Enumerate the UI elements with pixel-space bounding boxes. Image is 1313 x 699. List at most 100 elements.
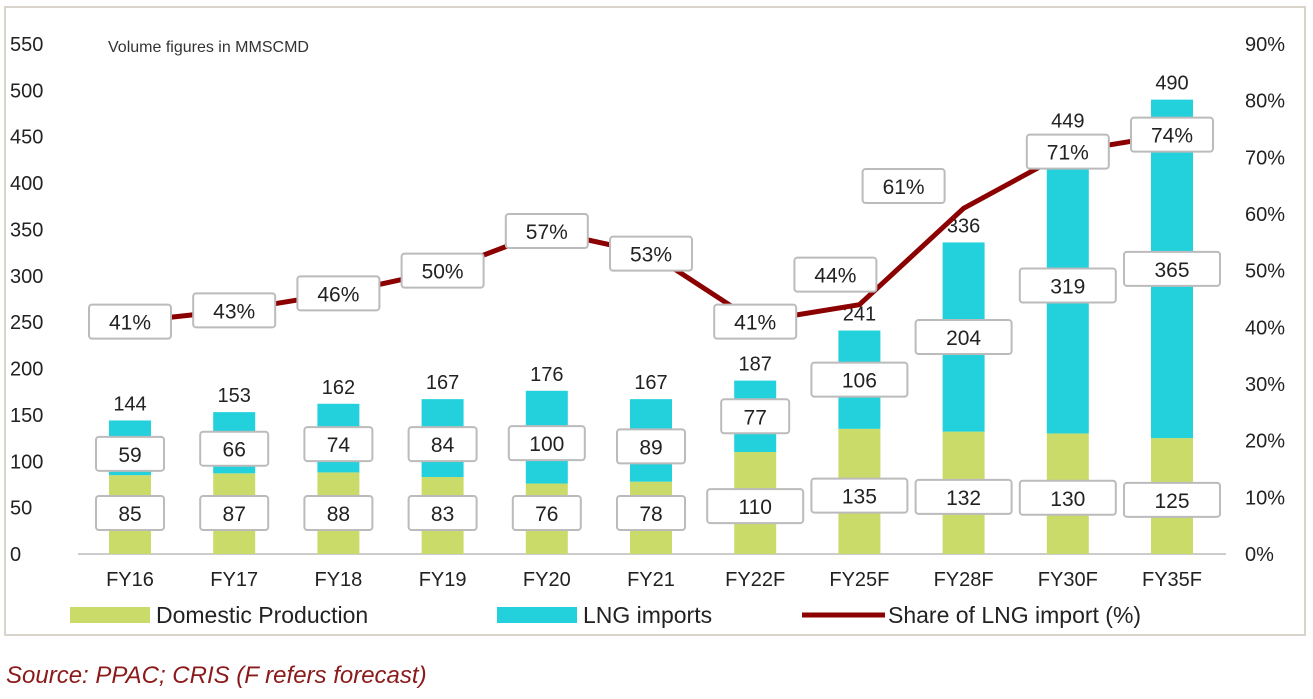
label-domestic-box	[511, 495, 582, 531]
label-share: 46%	[317, 283, 359, 306]
label-share: 53%	[630, 244, 672, 267]
y2-tick-label: 80%	[1245, 91, 1285, 113]
label-lng: 66	[223, 439, 246, 462]
label-lng-box	[407, 426, 478, 463]
label-domestic-box	[706, 488, 805, 525]
source-note: Source: PPAC; CRIS (F refers forecast)	[6, 662, 427, 689]
label-domestic: 87	[223, 503, 246, 526]
label-lng-box	[507, 425, 586, 462]
y2-tick-label: 10%	[1245, 487, 1285, 509]
y2-tick-label: 50%	[1245, 261, 1285, 283]
label-share: 41%	[734, 312, 776, 335]
total-label: 144	[113, 393, 146, 415]
label-lng-box	[199, 430, 270, 467]
label-domestic: 88	[327, 503, 350, 526]
y-tick-label: 250	[10, 312, 43, 334]
label-domestic-box	[810, 477, 909, 514]
label-lng: 100	[529, 433, 564, 456]
x-tick-label: FY21	[627, 569, 675, 591]
line-share-lng	[129, 132, 1173, 325]
label-domestic: 130	[1050, 488, 1085, 511]
y2-tick-label: 30%	[1245, 374, 1285, 396]
y-tick-label: 450	[10, 127, 43, 149]
label-lng-box	[1018, 267, 1117, 304]
x-tick-label: FY18	[314, 569, 362, 591]
label-domestic: 125	[1154, 490, 1189, 513]
x-tick-label: FY28F	[934, 569, 994, 591]
label-lng-box	[1123, 250, 1221, 287]
total-label: 336	[947, 215, 980, 237]
y-tick-label: 400	[10, 173, 43, 195]
label-share-box	[1130, 116, 1214, 153]
label-share-box	[793, 256, 878, 293]
y-tick-label: 300	[10, 266, 43, 288]
label-share-box	[296, 275, 381, 312]
legend-label: Share of LNG import (%)	[888, 602, 1141, 628]
label-domestic: 78	[639, 503, 662, 526]
label-domestic-box	[616, 495, 686, 531]
label-share: 61%	[883, 176, 925, 199]
y-tick-label: 0	[10, 544, 21, 566]
label-lng: 84	[431, 434, 455, 457]
label-share: 71%	[1047, 142, 1089, 165]
label-lng-box	[720, 398, 791, 435]
y2-tick-label: 40%	[1245, 317, 1285, 339]
y2-tick-label: 90%	[1245, 34, 1285, 56]
chart-frame	[4, 6, 1306, 636]
y-tick-label: 200	[10, 359, 43, 381]
y2-tick-label: 60%	[1245, 204, 1285, 226]
total-label: 449	[1051, 111, 1084, 133]
label-share: 44%	[814, 265, 856, 288]
label-share-box	[88, 303, 172, 340]
x-tick-label: FY22F	[725, 569, 785, 591]
total-label: 490	[1155, 73, 1188, 95]
label-share-box	[609, 235, 693, 272]
label-domestic: 110	[738, 496, 771, 519]
label-share-box	[861, 168, 946, 204]
label-share-box	[400, 252, 485, 289]
x-tick-label: FY19	[419, 569, 467, 591]
label-lng: 77	[744, 406, 767, 429]
label-lng: 319	[1050, 276, 1085, 299]
y2-tick-label: 20%	[1245, 431, 1285, 453]
label-lng: 59	[118, 444, 141, 467]
total-label: 167	[426, 372, 459, 394]
legend-label: Domestic Production	[156, 602, 368, 628]
label-domestic-box	[1018, 479, 1117, 516]
annotation: Volume figures in MMSCMD	[108, 39, 309, 56]
x-tick-label: FY20	[523, 569, 571, 591]
label-domestic: 76	[535, 503, 558, 526]
label-lng: 204	[946, 327, 981, 350]
label-domestic-box	[1123, 481, 1221, 518]
label-share-box	[1025, 133, 1110, 170]
label-share: 74%	[1151, 125, 1193, 148]
total-label: 153	[218, 385, 251, 407]
label-share-box	[504, 213, 589, 249]
label-domestic-box	[407, 495, 478, 531]
y-tick-label: 500	[10, 80, 43, 102]
label-domestic-box	[914, 478, 1013, 515]
label-lng: 106	[842, 370, 877, 393]
label-domestic: 135	[842, 486, 877, 509]
y-tick-label: 350	[10, 219, 43, 241]
label-share: 57%	[526, 221, 568, 244]
x-tick-label: FY16	[106, 569, 154, 591]
label-domestic-box	[199, 495, 270, 531]
total-label: 176	[530, 364, 563, 386]
x-tick-label: FY30F	[1038, 569, 1098, 591]
label-lng: 89	[639, 436, 662, 459]
legend-swatch	[497, 607, 577, 623]
y-tick-label: 550	[10, 34, 43, 56]
label-domestic: 85	[118, 503, 141, 526]
label-lng-box	[810, 361, 909, 398]
label-share: 43%	[213, 300, 255, 323]
y-tick-label: 150	[10, 405, 43, 427]
y-tick-label: 50	[10, 498, 32, 520]
label-share: 41%	[109, 312, 151, 335]
label-lng-box	[303, 426, 374, 463]
label-share-box	[713, 303, 798, 340]
y-tick-label: 100	[10, 451, 43, 473]
label-domestic: 132	[946, 487, 981, 510]
y2-tick-label: 70%	[1245, 147, 1285, 169]
